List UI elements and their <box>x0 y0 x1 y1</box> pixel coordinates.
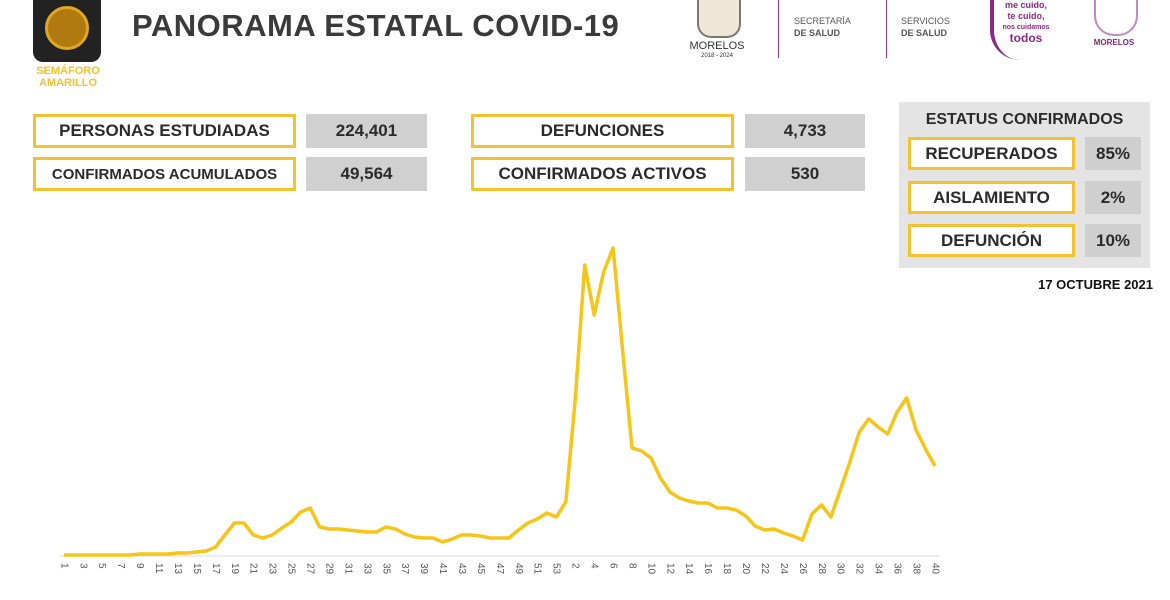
x-tick-label: 36 <box>891 563 902 575</box>
x-tick-label: 45 <box>475 563 486 575</box>
x-tick-label: 14 <box>683 563 694 575</box>
x-tick-label: 35 <box>380 563 391 575</box>
x-tick-label: 9 <box>134 563 145 569</box>
status-label: DEFUNCIÓN <box>908 224 1075 257</box>
logo-line: DE SALUD <box>794 28 841 38</box>
x-tick-label: 41 <box>437 563 448 575</box>
x-tick-label: 1 <box>58 563 69 569</box>
x-tick-label: 19 <box>229 563 240 575</box>
stat-label: PERSONAS ESTUDIADAS <box>33 114 296 148</box>
x-tick-label: 17 <box>210 563 221 575</box>
light <box>45 6 89 50</box>
x-tick-label: 22 <box>759 563 770 575</box>
stat-value: 224,401 <box>306 114 427 148</box>
x-tick-label: 24 <box>778 563 789 575</box>
x-tick-label: 29 <box>323 563 334 575</box>
x-tick-label: 43 <box>456 563 467 575</box>
logo-line: SECRETARÍA <box>794 16 851 26</box>
x-tick-label: 8 <box>626 563 637 569</box>
x-tick-label: 38 <box>910 563 921 575</box>
state-logo-text: MORELOS <box>689 40 745 52</box>
x-tick-label: 21 <box>248 563 259 575</box>
x-tick-label: 40 <box>929 563 940 575</box>
x-tick-label: 7 <box>115 563 126 569</box>
stat-value: 4,733 <box>745 114 865 148</box>
x-tick-label: 13 <box>172 563 183 575</box>
stat-label: CONFIRMADOS ACUMULADOS <box>33 157 296 191</box>
x-tick-label: 53 <box>551 563 562 575</box>
x-tick-label: 4 <box>589 563 600 569</box>
traffic-light-icon <box>33 0 101 62</box>
x-tick-label: 30 <box>835 563 846 575</box>
servicios-logo: SERVICIOS DE SALUD <box>901 15 950 39</box>
x-tick-label: 15 <box>191 563 202 575</box>
x-tick-label: 25 <box>286 563 297 575</box>
campaign-logo: me cuido, te cuido, nos cuidamos todos <box>990 0 1058 60</box>
x-tick-label: 3 <box>77 563 88 569</box>
divider <box>886 0 887 58</box>
logo-line: me cuido, <box>1004 0 1047 10</box>
x-tick-label: 18 <box>721 563 732 575</box>
x-tick-label: 12 <box>664 563 675 575</box>
x-tick-label: 26 <box>797 563 808 575</box>
x-tick-label: 32 <box>854 563 865 575</box>
x-tick-label: 23 <box>267 563 278 575</box>
logo-line: te cuido, <box>1007 11 1045 21</box>
x-tick-label: 33 <box>361 563 372 575</box>
logo-line: todos <box>1009 31 1043 45</box>
logo-line: nos cuidamos <box>1002 24 1050 31</box>
line <box>64 246 937 557</box>
stat-label: CONFIRMADOS ACTIVOS <box>471 157 734 191</box>
x-tick-label: 20 <box>740 563 751 575</box>
x-tick-label: 11 <box>153 563 164 574</box>
logo-line: SERVICIOS <box>901 16 950 26</box>
status-title: ESTATUS CONFIRMADOS <box>925 111 1124 128</box>
status-panel: ESTATUS CONFIRMADOS RECUPERADOS 85% AISL… <box>899 102 1150 268</box>
badge-line: SEMÁFORO <box>36 65 100 77</box>
secretaria-logo: SECRETARÍA DE SALUD <box>794 15 851 39</box>
x-tick-label: 28 <box>816 563 827 575</box>
x-tick-label: 27 <box>305 563 316 575</box>
state-seal <box>697 0 741 38</box>
x-tick-label: 16 <box>702 563 713 575</box>
date: 17 OCTUBRE 2021 <box>1038 277 1153 292</box>
status-value: 85% <box>1085 137 1141 170</box>
divider <box>778 0 779 58</box>
stat-label: DEFUNCIONES <box>471 114 734 148</box>
x-tick-label: 31 <box>342 563 353 575</box>
state-period: 2018 - 2024 <box>700 53 734 59</box>
x-tick-label: 37 <box>399 563 410 575</box>
title: PANORAMA ESTATAL COVID-19 <box>132 8 620 43</box>
x-tick-label: 39 <box>418 563 429 575</box>
status-value: 2% <box>1085 181 1141 214</box>
government-emblem <box>1094 0 1138 36</box>
x-tick-label: 5 <box>96 563 107 569</box>
status-label: RECUPERADOS <box>908 137 1075 170</box>
x-tick-label: 34 <box>873 563 884 575</box>
x-tick-label: 47 <box>494 563 505 575</box>
logo-line: DE SALUD <box>901 28 948 38</box>
x-tick-label: 49 <box>513 563 524 575</box>
badge-line: AMARILLO <box>38 77 98 89</box>
government-logo-text: MORELOS <box>1093 38 1135 47</box>
status-value: 10% <box>1085 224 1141 257</box>
stat-value: 530 <box>745 157 865 191</box>
stat-value: 49,564 <box>306 157 427 191</box>
x-tick-label: 10 <box>645 563 656 575</box>
status-label: AISLAMIENTO <box>908 181 1075 214</box>
badge: SEMÁFORO AMARILLO <box>28 65 108 89</box>
x-tick-label: 6 <box>607 563 618 569</box>
x-tick-label: 51 <box>532 563 543 575</box>
x-tick-label: 2 <box>570 563 581 569</box>
